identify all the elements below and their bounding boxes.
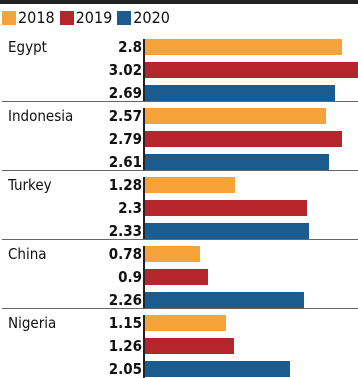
category-label-turkey: Turkey [8, 176, 52, 194]
category-label-nigeria: Nigeria [8, 314, 57, 332]
legend-label-2019: 2019 [75, 8, 113, 27]
axis-line [143, 39, 145, 102]
bar-china-2019 [145, 269, 208, 285]
value-label-egypt-2018: 2.8 [118, 38, 142, 56]
category-label-egypt: Egypt [8, 38, 47, 56]
value-label-turkey-2018: 1.28 [108, 176, 142, 194]
bar-nigeria-2020 [145, 361, 290, 377]
bar-turkey-2020 [145, 223, 309, 239]
group-divider [2, 308, 358, 309]
value-label-china-2019: 0.9 [118, 268, 142, 286]
value-label-nigeria-2020: 2.05 [108, 360, 142, 378]
bar-egypt-2019 [145, 62, 358, 78]
bar-china-2018 [145, 246, 200, 262]
legend-swatch-2018 [2, 11, 16, 25]
value-label-indonesia-2020: 2.61 [108, 153, 142, 171]
legend-item-2018: 2018 [2, 10, 55, 26]
legend-label-2020: 2020 [133, 8, 170, 27]
header-strip [0, 0, 358, 4]
axis-line [143, 315, 145, 378]
legend-item-2019: 2019 [59, 8, 113, 27]
legend: 2018 2019 2020 [2, 8, 175, 28]
bar-china-2020 [145, 292, 304, 308]
bar-egypt-2020 [145, 85, 335, 101]
legend-label-2018: 2018 [18, 8, 55, 27]
group-divider [2, 239, 358, 240]
group-divider [2, 170, 358, 171]
axis-line [143, 177, 145, 240]
category-label-china: China [8, 245, 47, 263]
value-label-nigeria-2019: 1.26 [108, 337, 142, 355]
bar-indonesia-2019 [145, 131, 342, 147]
legend-swatch-2020 [117, 11, 132, 25]
value-label-turkey-2020: 2.33 [108, 222, 142, 240]
legend-item-2020: 2020 [117, 10, 170, 26]
value-label-indonesia-2018: 2.57 [108, 107, 142, 125]
value-label-egypt-2019: 3.02 [108, 61, 142, 79]
value-label-china-2020: 2.26 [108, 291, 142, 309]
bar-nigeria-2019 [145, 338, 234, 354]
bar-indonesia-2020 [145, 154, 329, 170]
bar-egypt-2018 [145, 39, 342, 55]
bar-turkey-2018 [145, 177, 235, 193]
value-label-turkey-2019: 2.3 [118, 199, 142, 217]
legend-swatch-2019 [59, 11, 74, 25]
bar-indonesia-2018 [145, 108, 326, 124]
value-label-china-2018: 0.78 [108, 245, 142, 263]
value-label-indonesia-2019: 2.79 [108, 130, 142, 148]
group-divider [2, 101, 358, 102]
axis-line [143, 108, 145, 171]
value-label-nigeria-2018: 1.15 [108, 314, 142, 332]
bar-nigeria-2018 [145, 315, 226, 331]
bar-turkey-2019 [145, 200, 307, 216]
axis-line [143, 246, 145, 309]
value-label-egypt-2020: 2.69 [108, 84, 142, 102]
category-label-indonesia: Indonesia [8, 107, 74, 125]
